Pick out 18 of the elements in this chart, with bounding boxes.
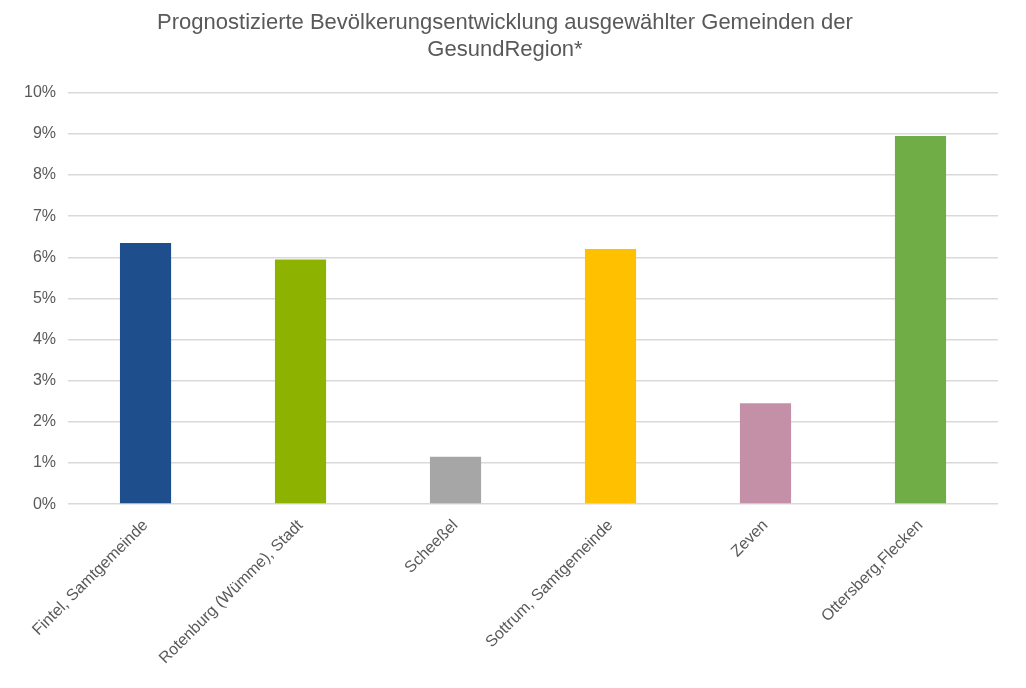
y-tick-label: 7% (32, 206, 57, 224)
y-tick-label: 0% (32, 494, 57, 512)
bar (429, 456, 482, 504)
bar (584, 249, 637, 504)
bar (274, 259, 327, 504)
y-tick-label: 10% (23, 83, 57, 101)
y-tick-label: 4% (32, 329, 57, 347)
y-tick-label: 9% (32, 124, 57, 142)
bar (739, 403, 792, 504)
y-tick-label: 6% (32, 247, 57, 265)
y-tick-label: 3% (32, 371, 57, 389)
bar (119, 242, 172, 504)
y-tick-label: 2% (32, 412, 57, 430)
bar (894, 135, 947, 504)
y-tick-label: 5% (32, 288, 57, 306)
y-tick-label: 8% (32, 165, 57, 183)
y-tick-label: 1% (32, 453, 57, 471)
chart-title: Prognostizierte Bevölkerungsentwicklung ausgewählter Gemeinden der GesundRegion* (157, 9, 853, 61)
